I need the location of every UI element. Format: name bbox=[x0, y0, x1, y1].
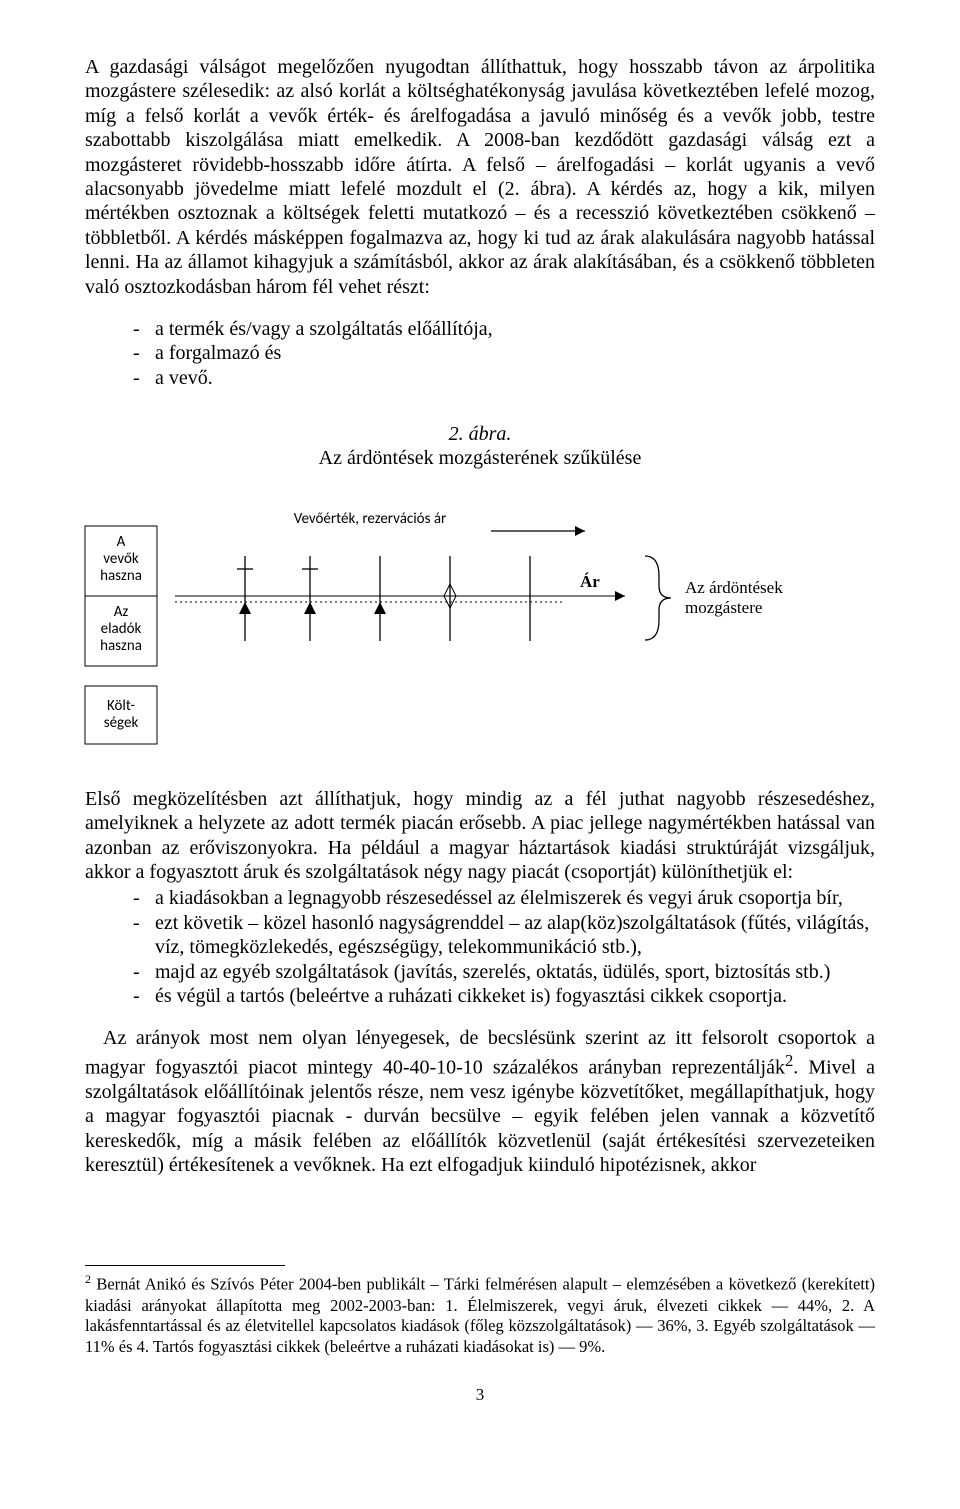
paragraph-2: Első megközelítésben azt állíthatjuk, ho… bbox=[85, 787, 875, 885]
list-item: - a kiadásokban a legnagyobb részesedéss… bbox=[133, 886, 875, 910]
axis-label-ar: Ár bbox=[580, 572, 600, 591]
figure-caption: Az árdöntések mozgásterének szűkülése bbox=[85, 446, 875, 470]
footnote-body: Bernát Anikó és Szívós Péter 2004-ben pu… bbox=[85, 1275, 875, 1356]
dash-icon: - bbox=[133, 984, 155, 1008]
dash-icon: - bbox=[133, 366, 155, 390]
price-marker bbox=[237, 556, 253, 641]
diagram-svg: A vevők haszna Az eladók haszna Költ- sé… bbox=[85, 501, 875, 761]
list-item: - és végül a tartós (beleértve a ruházat… bbox=[133, 984, 875, 1008]
box-label: Az bbox=[114, 603, 129, 621]
paragraph-3: Az arányok most nem olyan lényegesek, de… bbox=[85, 1026, 875, 1177]
dash-icon: - bbox=[133, 911, 155, 935]
dash-icon: - bbox=[133, 960, 155, 984]
page-number: 3 bbox=[85, 1385, 875, 1406]
price-marker bbox=[302, 556, 318, 641]
list-item: - ezt követik – közel hasonló nagyságren… bbox=[133, 911, 875, 960]
list-item: - a termék és/vagy a szolgáltatás előáll… bbox=[133, 317, 875, 341]
list-item: - a vevő. bbox=[133, 366, 875, 390]
box-label: haszna bbox=[100, 567, 142, 585]
brace-label-1: Az árdöntések bbox=[685, 578, 783, 597]
figure-diagram: A vevők haszna Az eladók haszna Költ- sé… bbox=[85, 501, 875, 761]
list-item-text: a termék és/vagy a szolgáltatás előállít… bbox=[155, 317, 875, 341]
footnote-text: 2 Bernát Anikó és Szívós Péter 2004-ben … bbox=[85, 1272, 875, 1357]
list-item-text: ezt követik – közel hasonló nagyságrendd… bbox=[155, 911, 875, 960]
bullet-list-2: - a kiadásokban a legnagyobb részesedéss… bbox=[85, 886, 875, 1008]
brace-icon bbox=[645, 556, 671, 640]
list-item-text: a forgalmazó és bbox=[155, 341, 875, 365]
box-label: A bbox=[117, 533, 126, 551]
list-item-text: és végül a tartós (beleértve a ruházati … bbox=[155, 984, 875, 1008]
bullet-list-1: - a termék és/vagy a szolgáltatás előáll… bbox=[85, 317, 875, 390]
figure-number: 2. ábra. bbox=[85, 422, 875, 446]
box-label: haszna bbox=[100, 637, 142, 655]
document-page: A gazdasági válságot megelőzően nyugodta… bbox=[0, 0, 960, 1446]
footnote-separator bbox=[85, 1265, 285, 1266]
list-item: - a forgalmazó és bbox=[133, 341, 875, 365]
price-marker bbox=[374, 556, 386, 641]
brace-label-2: mozgástere bbox=[685, 598, 762, 617]
dash-icon: - bbox=[133, 886, 155, 910]
list-item-text: a vevő. bbox=[155, 366, 875, 390]
paragraph-3a: Az arányok most nem olyan lényegesek, de… bbox=[85, 1027, 875, 1078]
list-item-text: majd az egyéb szolgáltatások (javítás, s… bbox=[155, 960, 875, 984]
diagram-top-label: Vevőérték, rezervációs ár bbox=[294, 510, 447, 528]
list-item: - majd az egyéb szolgáltatások (javítás,… bbox=[133, 960, 875, 984]
list-item-text: a kiadásokban a legnagyobb részesedéssel… bbox=[155, 886, 875, 910]
paragraph-1: A gazdasági válságot megelőzően nyugodta… bbox=[85, 55, 875, 299]
box-label: ségek bbox=[104, 714, 139, 732]
price-marker bbox=[444, 556, 456, 641]
dash-icon: - bbox=[133, 317, 155, 341]
box-label: eladók bbox=[101, 620, 142, 638]
dash-icon: - bbox=[133, 341, 155, 365]
box-label: Költ- bbox=[107, 697, 135, 715]
box-label: vevők bbox=[103, 550, 139, 568]
